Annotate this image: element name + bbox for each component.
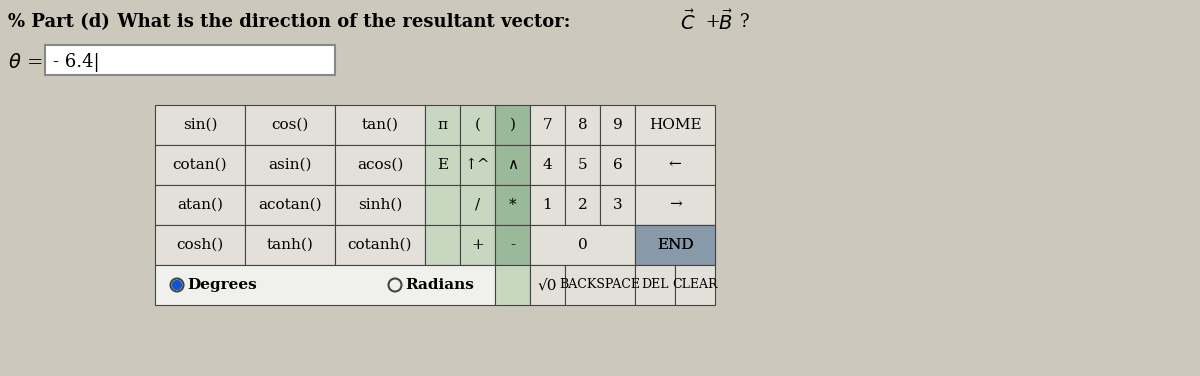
- FancyBboxPatch shape: [335, 185, 425, 225]
- Text: π: π: [438, 118, 448, 132]
- Text: cosh(): cosh(): [176, 238, 223, 252]
- Text: acos(): acos(): [356, 158, 403, 172]
- Text: 8: 8: [577, 118, 587, 132]
- Text: -: -: [510, 238, 515, 252]
- FancyBboxPatch shape: [425, 225, 460, 265]
- FancyBboxPatch shape: [460, 145, 496, 185]
- FancyBboxPatch shape: [635, 105, 715, 145]
- FancyBboxPatch shape: [335, 225, 425, 265]
- Text: E: E: [437, 158, 448, 172]
- FancyBboxPatch shape: [245, 225, 335, 265]
- Text: END: END: [656, 238, 694, 252]
- FancyBboxPatch shape: [155, 185, 245, 225]
- FancyBboxPatch shape: [530, 105, 565, 145]
- Text: acotan(): acotan(): [258, 198, 322, 212]
- Text: tanh(): tanh(): [266, 238, 313, 252]
- FancyBboxPatch shape: [496, 265, 530, 305]
- Text: 2: 2: [577, 198, 587, 212]
- Text: Degrees: Degrees: [187, 278, 257, 292]
- Text: CLEAR: CLEAR: [672, 279, 718, 291]
- FancyBboxPatch shape: [245, 145, 335, 185]
- Text: *: *: [509, 198, 516, 212]
- Text: 3: 3: [613, 198, 623, 212]
- Text: Radians: Radians: [406, 278, 474, 292]
- FancyBboxPatch shape: [335, 105, 425, 145]
- FancyBboxPatch shape: [565, 265, 635, 305]
- Text: sinh(): sinh(): [358, 198, 402, 212]
- Text: END: END: [656, 238, 694, 252]
- Text: ∧: ∧: [506, 158, 518, 172]
- Text: DEL: DEL: [641, 279, 668, 291]
- FancyBboxPatch shape: [245, 185, 335, 225]
- Text: $\theta$ =: $\theta$ =: [8, 53, 42, 71]
- FancyBboxPatch shape: [496, 225, 530, 265]
- Text: 7: 7: [542, 118, 552, 132]
- FancyBboxPatch shape: [155, 265, 496, 305]
- Text: cotanh(): cotanh(): [348, 238, 413, 252]
- Circle shape: [173, 280, 181, 290]
- FancyBboxPatch shape: [245, 105, 335, 145]
- Text: ): ): [510, 118, 516, 132]
- FancyBboxPatch shape: [530, 225, 635, 265]
- Text: 9: 9: [613, 118, 623, 132]
- FancyBboxPatch shape: [155, 145, 245, 185]
- Text: sin(): sin(): [182, 118, 217, 132]
- FancyBboxPatch shape: [460, 225, 496, 265]
- FancyBboxPatch shape: [600, 185, 635, 225]
- FancyBboxPatch shape: [635, 145, 715, 185]
- Text: 1: 1: [542, 198, 552, 212]
- Text: tan(): tan(): [361, 118, 398, 132]
- Text: ←: ←: [668, 158, 682, 172]
- Text: What is the direction of the resultant vector:: What is the direction of the resultant v…: [106, 13, 577, 31]
- FancyBboxPatch shape: [460, 105, 496, 145]
- FancyBboxPatch shape: [496, 145, 530, 185]
- Text: - 6.4|: - 6.4|: [53, 53, 100, 71]
- FancyBboxPatch shape: [425, 185, 460, 225]
- Text: $\vec{B}$: $\vec{B}$: [718, 10, 733, 34]
- Text: 4: 4: [542, 158, 552, 172]
- Text: $\vec{C}$: $\vec{C}$: [680, 10, 696, 34]
- FancyBboxPatch shape: [635, 185, 715, 225]
- Text: +: +: [700, 13, 726, 31]
- Text: ↑^: ↑^: [464, 158, 491, 172]
- Text: 5: 5: [577, 158, 587, 172]
- FancyBboxPatch shape: [635, 225, 715, 265]
- Text: cotan(): cotan(): [173, 158, 227, 172]
- Text: +: +: [472, 238, 484, 252]
- FancyBboxPatch shape: [335, 145, 425, 185]
- Text: HOME: HOME: [649, 118, 701, 132]
- FancyBboxPatch shape: [530, 145, 565, 185]
- FancyBboxPatch shape: [635, 225, 715, 265]
- Text: atan(): atan(): [178, 198, 223, 212]
- FancyBboxPatch shape: [425, 105, 460, 145]
- Text: % Part (d): % Part (d): [8, 13, 110, 31]
- FancyBboxPatch shape: [530, 185, 565, 225]
- FancyBboxPatch shape: [496, 105, 530, 145]
- FancyBboxPatch shape: [155, 225, 245, 265]
- Text: BACKSPACE: BACKSPACE: [559, 279, 641, 291]
- FancyBboxPatch shape: [155, 105, 245, 145]
- Text: 6: 6: [613, 158, 623, 172]
- Text: ?: ?: [740, 13, 750, 31]
- Text: cos(): cos(): [271, 118, 308, 132]
- FancyBboxPatch shape: [425, 145, 460, 185]
- FancyBboxPatch shape: [674, 265, 715, 305]
- FancyBboxPatch shape: [635, 265, 674, 305]
- Text: (: (: [474, 118, 480, 132]
- FancyBboxPatch shape: [46, 45, 335, 75]
- FancyBboxPatch shape: [565, 105, 600, 145]
- Text: →: →: [668, 198, 682, 212]
- Text: asin(): asin(): [269, 158, 312, 172]
- FancyBboxPatch shape: [600, 105, 635, 145]
- FancyBboxPatch shape: [496, 185, 530, 225]
- FancyBboxPatch shape: [565, 145, 600, 185]
- FancyBboxPatch shape: [600, 145, 635, 185]
- FancyBboxPatch shape: [530, 265, 565, 305]
- Text: /: /: [475, 198, 480, 212]
- FancyBboxPatch shape: [565, 185, 600, 225]
- FancyBboxPatch shape: [460, 185, 496, 225]
- Text: √0: √0: [538, 278, 557, 292]
- Text: 0: 0: [577, 238, 587, 252]
